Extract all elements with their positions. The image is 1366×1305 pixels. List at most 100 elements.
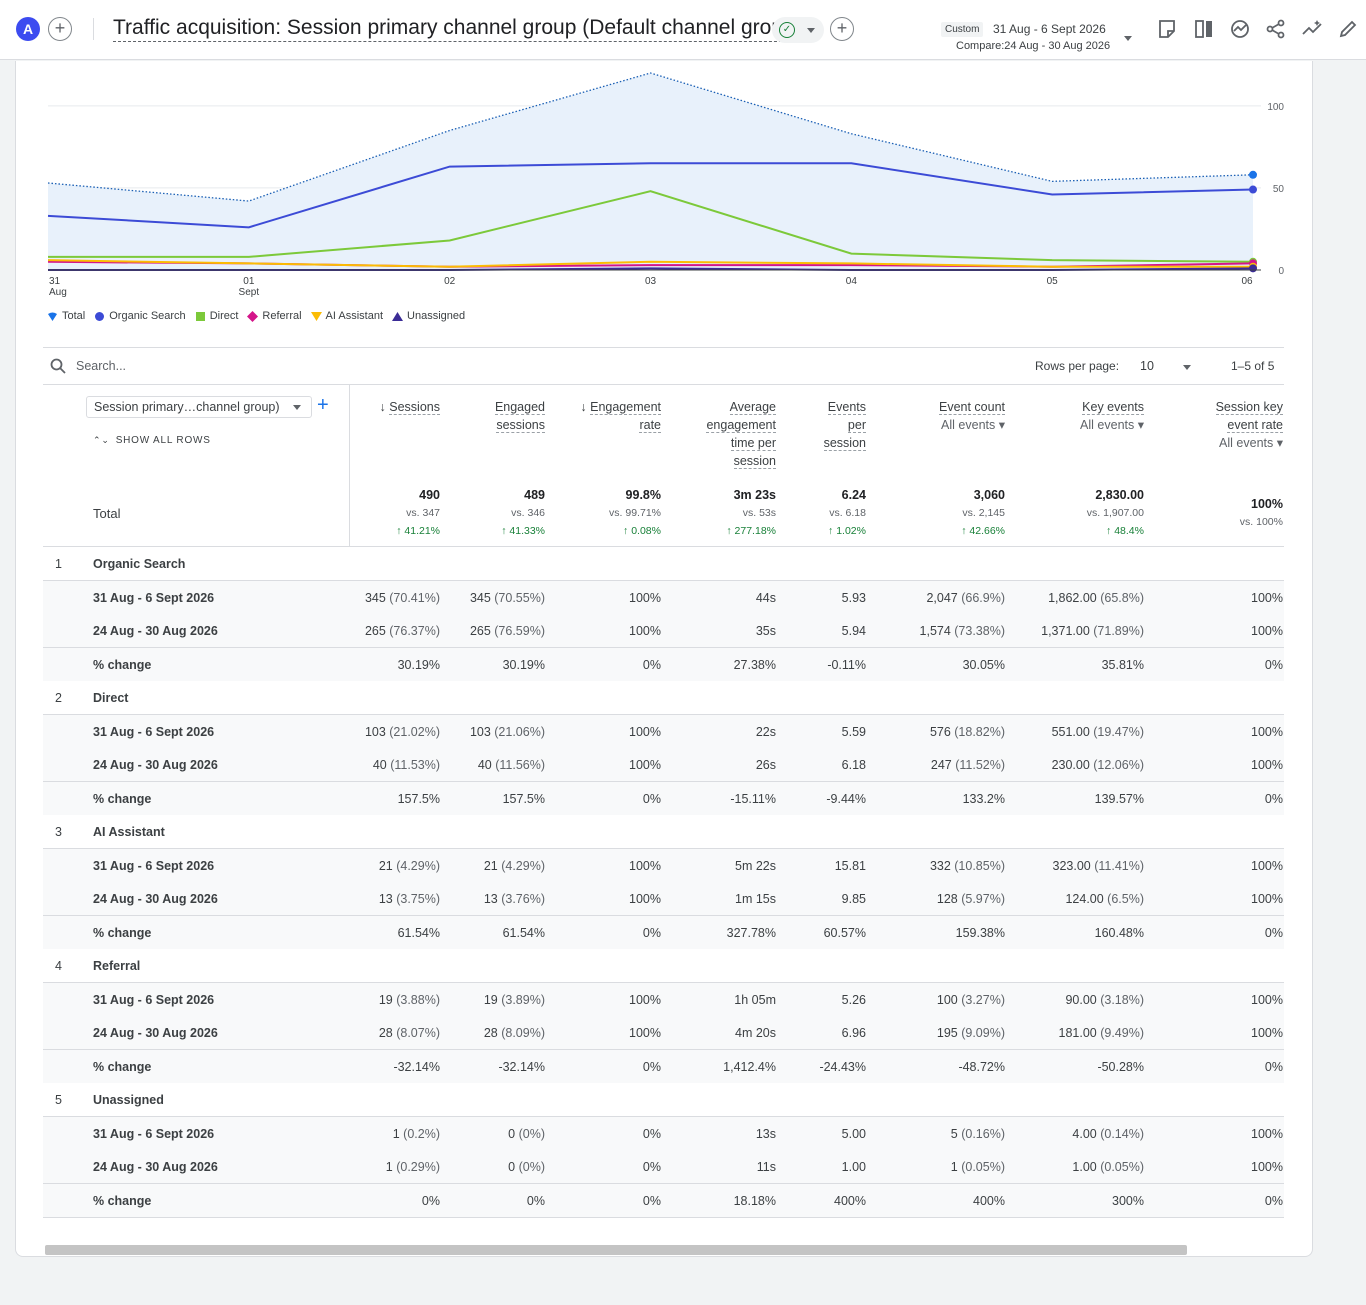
legend-marker-icon bbox=[195, 311, 205, 321]
show-all-rows-label: SHOW ALL ROWS bbox=[115, 435, 211, 446]
legend-marker-icon bbox=[95, 311, 105, 321]
row-number: 1 bbox=[55, 557, 62, 571]
row-number: 5 bbox=[55, 1093, 62, 1107]
channel-group-row[interactable]: 5 Unassigned bbox=[43, 1083, 1284, 1117]
legend-item[interactable]: Total bbox=[47, 310, 85, 322]
data-point bbox=[1249, 185, 1257, 194]
edit-icon[interactable] bbox=[1337, 18, 1359, 40]
search-input[interactable]: Search... bbox=[76, 359, 127, 373]
column-header[interactable]: Key events All events ▾ bbox=[1018, 398, 1144, 434]
notes-icon[interactable] bbox=[1156, 18, 1178, 40]
add-comparison-button[interactable]: + bbox=[48, 17, 72, 41]
row-label: % change bbox=[93, 925, 152, 940]
add-button[interactable]: + bbox=[830, 17, 854, 41]
total-change-value: ↑ 41.33% bbox=[501, 525, 545, 537]
page-title[interactable]: Traffic acquisition: Session primary cha… bbox=[113, 15, 802, 42]
x-tick-sublabel: Aug bbox=[49, 287, 67, 298]
report-status-dropdown[interactable]: ✓ bbox=[772, 17, 824, 43]
total-value: 490 bbox=[419, 488, 440, 502]
table-row: % change -32.14% -32.14% 0% 1,412.4% -24.43% -… bbox=[43, 1049, 1284, 1084]
channel-group-row[interactable]: 4 Referral bbox=[43, 949, 1284, 983]
table-cell: 2,047 (66.9%) bbox=[926, 590, 1005, 605]
column-header-label: Session key bbox=[1215, 400, 1283, 415]
table-cell: -0.11% bbox=[827, 657, 866, 672]
channel-group-row[interactable]: 3 AI Assistant bbox=[43, 815, 1284, 849]
table-cell: 28 (8.07%) bbox=[378, 1026, 440, 1040]
dimension-select[interactable]: Session primary…channel group) bbox=[86, 396, 312, 418]
channel-group-row[interactable]: 1 Organic Search bbox=[43, 547, 1284, 581]
check-icon: ✓ bbox=[779, 22, 795, 38]
add-dimension-button[interactable]: + bbox=[317, 394, 329, 416]
date-range[interactable]: 31 Aug - 6 Sept 2026 bbox=[993, 22, 1106, 36]
channel-group-row[interactable]: 2 Direct bbox=[43, 681, 1284, 715]
table-cell: 157.5% bbox=[397, 791, 440, 806]
table-cell: 13s bbox=[755, 1126, 776, 1141]
table-cell: 100% bbox=[1251, 624, 1283, 638]
expand-icon: ⌃⌄ bbox=[93, 435, 110, 445]
legend-item[interactable]: Direct bbox=[195, 310, 238, 322]
table-cell: 100% bbox=[629, 624, 661, 638]
column-header[interactable]: ↓ Engagement rate bbox=[568, 398, 661, 434]
row-label: 31 Aug - 6 Sept 2026 bbox=[93, 1126, 215, 1141]
table-cell: 100% bbox=[1251, 724, 1283, 739]
show-all-rows-button[interactable]: ⌃⌄ SHOW ALL ROWS bbox=[93, 435, 211, 446]
event-filter-dropdown[interactable]: All events ▾ bbox=[1219, 436, 1283, 450]
table-cell: 100% bbox=[629, 992, 661, 1007]
row-label: 24 Aug - 30 Aug 2026 bbox=[93, 892, 218, 906]
table-cell: 345 (70.41%) bbox=[364, 590, 440, 605]
column-header[interactable]: Engaged sessions bbox=[463, 398, 545, 434]
legend-marker-icon bbox=[392, 311, 404, 321]
trend-icon[interactable] bbox=[1301, 18, 1323, 40]
table-cell: 40 (11.53%) bbox=[372, 758, 440, 772]
total-value: 6.24 bbox=[841, 488, 866, 502]
compare-icon[interactable] bbox=[1193, 18, 1215, 40]
chevron-down-icon[interactable] bbox=[1183, 365, 1191, 370]
row-label: % change bbox=[93, 791, 152, 806]
table-cell: 181.00 (9.49%) bbox=[1058, 1026, 1144, 1040]
dimension-select-label: Session primary…channel group) bbox=[94, 400, 280, 414]
legend-item[interactable]: Organic Search bbox=[94, 310, 186, 322]
channel-name: AI Assistant bbox=[93, 825, 165, 839]
table-row: % change 30.19% 30.19% 0% 27.38% -0.11% 30.05%… bbox=[43, 647, 1284, 682]
table-cell: 100% bbox=[629, 590, 661, 605]
column-header[interactable]: ↓ Sessions bbox=[368, 398, 440, 416]
column-header[interactable]: Session key event rate All events ▾ bbox=[1158, 398, 1283, 452]
event-filter-dropdown[interactable]: All events ▾ bbox=[941, 418, 1005, 432]
column-header-label: Average bbox=[729, 400, 776, 415]
share-icon[interactable] bbox=[1265, 18, 1287, 40]
legend-item[interactable]: AI Assistant bbox=[310, 310, 383, 322]
date-dropdown-chevron-icon[interactable] bbox=[1124, 36, 1132, 41]
legend-item[interactable]: Referral bbox=[247, 310, 302, 322]
column-header[interactable]: Events per session bbox=[788, 398, 866, 452]
column-header-label: Key events bbox=[1082, 400, 1144, 415]
table-cell: 1.00 (0.05%) bbox=[1072, 1160, 1144, 1174]
total-compare-value: vs. 346 bbox=[511, 507, 545, 519]
column-header-label: Engaged bbox=[494, 400, 545, 415]
column-header-label: Engagement bbox=[590, 400, 661, 415]
column-header[interactable]: Event count All events ▾ bbox=[883, 398, 1005, 434]
row-label: 31 Aug - 6 Sept 2026 bbox=[93, 858, 215, 873]
avatar[interactable]: A bbox=[16, 17, 40, 41]
legend-item[interactable]: Unassigned bbox=[392, 310, 465, 322]
column-header[interactable]: Average engagement time per session bbox=[683, 398, 776, 470]
sort-arrow-icon: ↓ bbox=[580, 400, 591, 414]
table-cell: 1,412.4% bbox=[723, 1059, 776, 1074]
table-cell: 133.2% bbox=[962, 791, 1005, 806]
table-cell: 195 (9.09%) bbox=[936, 1026, 1005, 1040]
event-filter-dropdown[interactable]: All events ▾ bbox=[1080, 418, 1144, 432]
table-cell: 0% bbox=[642, 1193, 661, 1208]
table-cell: 61.54% bbox=[397, 925, 440, 940]
total-compare-value: vs. 2,145 bbox=[962, 507, 1005, 519]
top-bar: A + Traffic acquisition: Session primary… bbox=[0, 0, 1366, 60]
data-point bbox=[1249, 264, 1257, 273]
insights-icon[interactable] bbox=[1229, 18, 1251, 40]
horizontal-scrollbar[interactable] bbox=[45, 1245, 1187, 1255]
row-label: 31 Aug - 6 Sept 2026 bbox=[93, 992, 215, 1007]
table-cell: 1 (0.05%) bbox=[950, 1160, 1005, 1174]
table-cell: 159.38% bbox=[955, 925, 1005, 940]
table-row: 31 Aug - 6 Sept 2026 21 (4.29%) 21 (4.29%)… bbox=[43, 848, 1284, 883]
rows-per-page-select[interactable]: 10 bbox=[1140, 359, 1154, 373]
table-cell: 1.00 bbox=[841, 1160, 866, 1174]
table-cell: 21 (4.29%) bbox=[483, 858, 545, 873]
table-row: 31 Aug - 6 Sept 2026 19 (3.88%) 19 (3.89%)… bbox=[43, 982, 1284, 1017]
